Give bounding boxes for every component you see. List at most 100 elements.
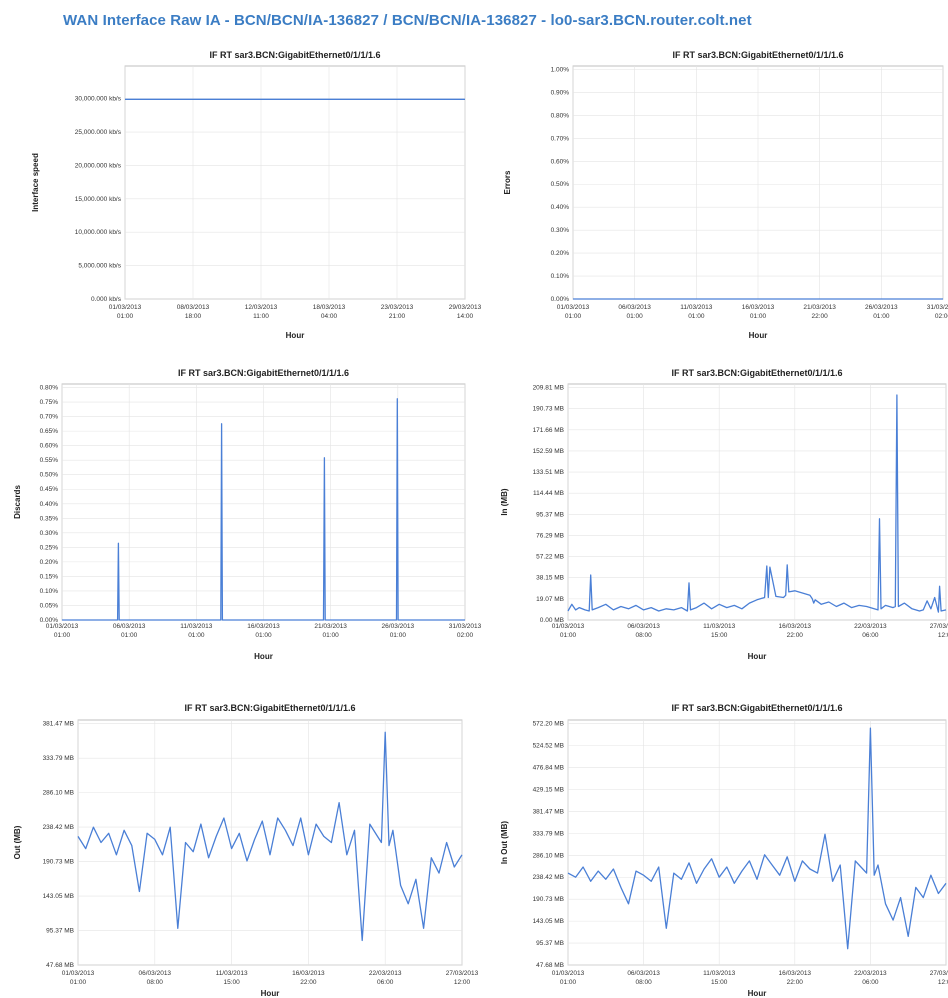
x-tick-label: 27/03/2013 [930,970,948,977]
x-tick-label: 27/03/2013 [446,970,479,977]
x-tick-label: 21:00 [389,313,406,320]
y-tick-label: 0.40% [551,204,570,211]
y-tick-label: 286.10 MB [533,852,564,859]
x-tick-label: 27/03/2013 [930,623,948,630]
x-tick-label: 31/03/2013 [449,623,482,630]
x-tick-label: 01:00 [255,632,272,639]
plot-area [124,65,466,300]
y-tick-label: 0.70% [40,414,59,421]
y-tick-label: 47.68 MB [46,962,74,969]
y-tick-label: 143.05 MB [43,893,74,900]
y-tick-label: 0.90% [551,89,570,96]
y-tick-label: 0.45% [40,486,59,493]
x-tick-label: 26/03/2013 [382,623,415,630]
y-tick-label: 0.00 MB [540,617,564,624]
x-tick-label: 12:00 [938,979,948,986]
y-tick-label: 190.73 MB [43,859,74,866]
y-tick-label: 10,000.000 kb/s [75,229,122,236]
x-tick-label: 11/03/2013 [180,623,212,630]
y-tick-label: 171.66 MB [533,427,564,434]
x-tick-label: 01:00 [390,632,407,639]
x-axis-label: Hour [261,989,280,998]
plot-area [567,719,947,966]
y-tick-label: 133.51 MB [533,469,564,476]
series-line [567,394,947,613]
x-axis-label: Hour [254,652,273,661]
x-tick-label: 08:00 [147,979,164,986]
y-tick-label: 0.20% [551,250,570,257]
x-tick-label: 01/03/2013 [557,304,590,311]
x-tick-label: 08:00 [635,632,652,639]
chart-c2: IF RT sar3.BCN:GigabitEthernet0/1/1/1.6 0… [503,50,948,340]
plot-area [567,383,947,621]
y-tick-label: 190.73 MB [533,406,564,413]
y-tick-label: 0.80% [40,385,59,392]
y-tick-label: 0.60% [551,158,570,165]
y-tick-label: 152.59 MB [533,448,564,455]
x-tick-label: 01/03/2013 [109,304,142,311]
x-tick-label: 01:00 [323,632,340,639]
y-tick-label: 0.60% [40,443,59,450]
x-tick-label: 11/03/2013 [680,304,712,311]
y-tick-label: 76.29 MB [536,532,564,539]
y-tick-label: 15,000.000 kb/s [75,196,122,203]
y-tick-label: 0.00% [40,617,59,624]
chart-c4: IF RT sar3.BCN:GigabitEthernet0/1/1/1.6 0… [500,368,948,661]
x-tick-label: 01/03/2013 [62,970,95,977]
x-axis-label: Hour [748,652,767,661]
x-tick-label: 06:00 [862,632,879,639]
y-tick-label: 0.35% [40,515,59,522]
y-tick-label: 0.70% [551,135,570,142]
y-tick-label: 38.15 MB [536,575,564,582]
x-tick-label: 11/03/2013 [216,970,248,977]
chart-c3: IF RT sar3.BCN:GigabitEthernet0/1/1/1.6 0… [13,368,482,661]
y-tick-label: 114.44 MB [533,490,564,497]
y-tick-label: 0.75% [40,399,59,406]
x-tick-label: 11:00 [253,313,269,320]
x-tick-label: 22:00 [787,979,804,986]
x-tick-label: 22:00 [812,313,829,320]
y-tick-label: 0.50% [40,472,59,479]
y-axis-label: Out (MB) [13,825,22,859]
x-axis-label: Hour [748,989,767,998]
x-tick-label: 18:00 [185,313,202,320]
y-axis-label: Errors [503,170,512,195]
y-axis-label: In Out (MB) [500,821,509,864]
x-tick-label: 26/03/2013 [865,304,898,311]
chart-c5: IF RT sar3.BCN:GigabitEthernet0/1/1/1.6 4… [13,703,479,998]
y-tick-label: 0.80% [551,112,570,119]
x-tick-label: 22:00 [787,632,804,639]
y-tick-label: 0.20% [40,559,59,566]
x-tick-label: 21/03/2013 [803,304,836,311]
series-line [62,398,465,621]
x-tick-label: 12/03/2013 [245,304,278,311]
x-tick-label: 06/03/2013 [627,623,660,630]
x-tick-label: 06/03/2013 [113,623,146,630]
y-axis-label: Interface speed [31,153,40,212]
x-tick-label: 01/03/2013 [46,623,79,630]
y-tick-label: 0.30% [551,227,570,234]
x-tick-label: 01:00 [627,313,644,320]
x-tick-label: 01/03/2013 [552,623,585,630]
chart-title: IF RT sar3.BCN:GigabitEthernet0/1/1/1.6 [178,368,349,378]
chart-title: IF RT sar3.BCN:GigabitEthernet0/1/1/1.6 [184,703,355,713]
x-tick-label: 06/03/2013 [627,970,660,977]
x-tick-label: 01:00 [560,632,577,639]
x-tick-label: 01/03/2013 [552,970,585,977]
x-tick-label: 08/03/2013 [177,304,210,311]
y-tick-label: 0.05% [40,602,59,609]
x-tick-label: 06/03/2013 [618,304,651,311]
y-tick-label: 25,000.000 kb/s [75,129,122,136]
x-axis-label: Hour [286,331,305,340]
y-axis-label: Discards [13,485,22,519]
chart-c1: IF RT sar3.BCN:GigabitEthernet0/1/1/1.6 0… [31,50,482,340]
y-tick-label: 238.42 MB [533,874,564,881]
y-tick-label: 143.05 MB [533,918,564,925]
y-tick-label: 572.20 MB [533,721,564,728]
y-tick-label: 0.25% [40,544,59,551]
x-tick-label: 18/03/2013 [313,304,346,311]
y-tick-label: 286.10 MB [43,790,74,797]
y-tick-label: 333.79 MB [43,755,74,762]
y-tick-label: 0.55% [40,457,59,464]
x-tick-label: 01:00 [750,313,767,320]
